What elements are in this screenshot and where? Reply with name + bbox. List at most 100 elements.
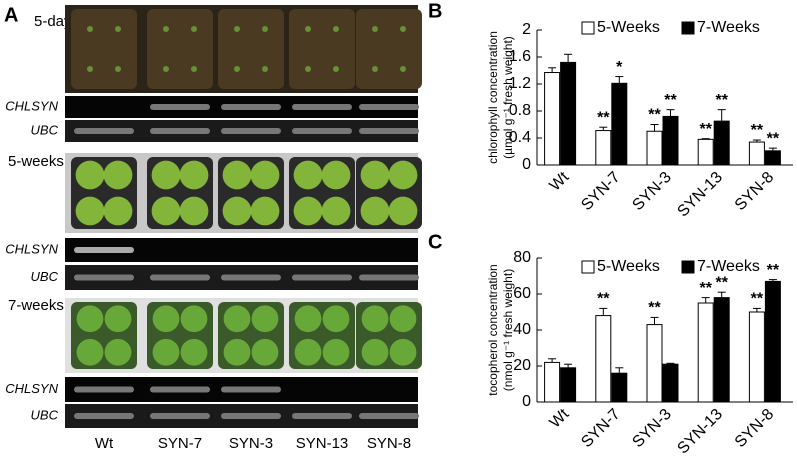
plant (360, 196, 390, 226)
pot (289, 9, 355, 89)
gel-label: UBC (31, 122, 59, 137)
plant (333, 66, 339, 72)
band (221, 386, 281, 393)
bar (560, 367, 577, 403)
band (150, 274, 210, 281)
bar (646, 324, 663, 403)
plant (223, 338, 251, 366)
plant (400, 66, 406, 72)
band (221, 413, 281, 419)
y-tick-label: 80 (513, 249, 531, 266)
gel-label: CHLSYN (5, 381, 58, 396)
bar (764, 280, 781, 403)
plant (294, 338, 322, 366)
band (292, 413, 352, 419)
section-title: 5-weeks (8, 153, 64, 170)
plant (251, 305, 279, 333)
plant (361, 338, 389, 366)
plant (360, 160, 390, 190)
band (359, 128, 419, 134)
legend-label: 7-Weeks (697, 19, 760, 36)
bar (646, 130, 663, 166)
plant (388, 160, 418, 190)
y-axis-label: (µmol g⁻¹ fresh weight) (501, 36, 515, 159)
plant (333, 26, 339, 32)
significance: ** (715, 92, 728, 109)
plant (115, 66, 121, 72)
plant (389, 338, 417, 366)
plant (75, 160, 105, 190)
plant (250, 196, 280, 226)
significance: ** (715, 274, 728, 291)
plant (151, 196, 181, 226)
plant (305, 26, 311, 32)
plant (322, 338, 350, 366)
plant (294, 305, 322, 333)
plant (262, 26, 268, 32)
y-tick-label: 20 (513, 357, 531, 374)
plant (76, 338, 104, 366)
plant (103, 160, 133, 190)
y-tick-label: 0.8 (509, 102, 531, 119)
y-tick-label: 0 (522, 393, 531, 410)
band (359, 104, 419, 110)
legend-swatch (581, 21, 595, 35)
plant (75, 196, 105, 226)
pot (218, 9, 284, 89)
plant (163, 26, 169, 32)
significance: ** (751, 291, 764, 308)
plant (389, 305, 417, 333)
gel-label: UBC (31, 407, 59, 422)
band (292, 274, 352, 281)
plant (262, 66, 268, 72)
bar (748, 311, 765, 403)
bar (611, 82, 628, 166)
significance: ** (767, 262, 780, 279)
significance: ** (664, 92, 677, 109)
y-tick-label: 0 (522, 156, 531, 173)
pot (147, 9, 213, 89)
bar (611, 372, 628, 403)
plant (179, 160, 209, 190)
plant (400, 26, 406, 32)
plant (222, 196, 252, 226)
plant (179, 196, 209, 226)
y-tick-label: 60 (513, 285, 531, 302)
legend-label: 5-Weeks (597, 258, 660, 275)
bar (697, 302, 714, 403)
pot (356, 9, 422, 89)
lane-label: SYN-13 (296, 435, 349, 452)
pot (71, 9, 137, 89)
bar (544, 361, 561, 403)
panel-label: A (4, 4, 18, 26)
legend-swatch (681, 21, 695, 35)
y-tick-label: 1.2 (509, 75, 531, 92)
plant (388, 196, 418, 226)
gel-label: CHLSYN (5, 241, 58, 256)
plant (152, 338, 180, 366)
band (74, 274, 134, 281)
plant (104, 305, 132, 333)
bar (595, 315, 612, 403)
significance: ** (767, 130, 780, 147)
lane-label: SYN-7 (158, 435, 202, 452)
bar (560, 61, 577, 166)
plant (180, 305, 208, 333)
band (359, 274, 419, 281)
legend-swatch (681, 260, 695, 274)
bar (662, 363, 679, 403)
plant (372, 66, 378, 72)
plant (251, 338, 279, 366)
bar (713, 120, 730, 166)
band (150, 413, 210, 419)
lane-label: Wt (95, 435, 114, 452)
y-axis-label: tocopherol concentration (486, 264, 500, 395)
bar (697, 138, 714, 166)
significance: ** (699, 280, 712, 297)
plant (76, 305, 104, 333)
band (221, 128, 281, 134)
plant (163, 66, 169, 72)
plant (103, 196, 133, 226)
plant (191, 66, 197, 72)
